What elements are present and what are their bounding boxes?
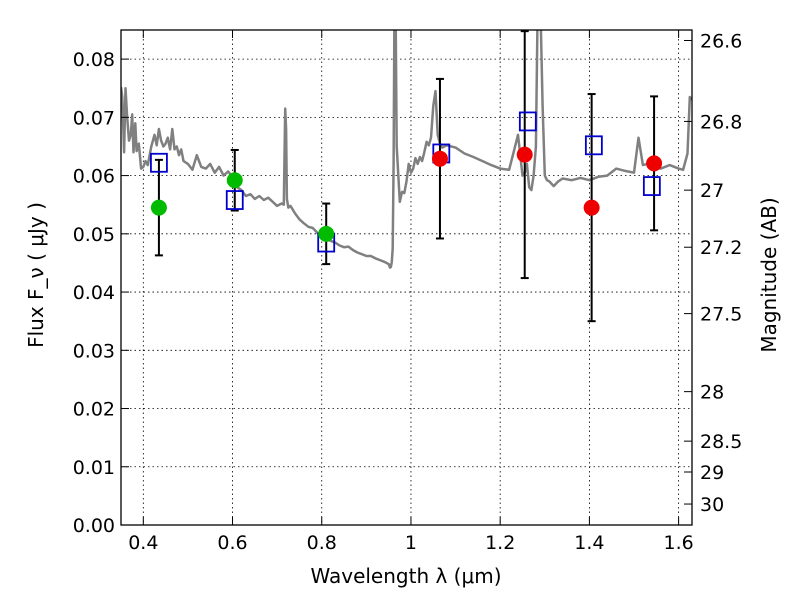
x-tick-label: 0.8: [307, 532, 337, 554]
model-square-marker: [584, 135, 603, 156]
observed-point-red: [516, 146, 533, 163]
right-tick-label: 27.2: [700, 237, 742, 259]
grid-lines: [121, 30, 692, 526]
x-tick-label: 1: [405, 532, 417, 554]
x-tick-label: 1.2: [485, 532, 515, 554]
y-tick-label: 0.03: [73, 340, 115, 362]
right-tick-label: 27.5: [700, 304, 742, 326]
right-tick-label: 27: [700, 180, 724, 202]
model-square-marker: [518, 111, 537, 132]
observed-photometry-points: [150, 146, 663, 242]
observed-point-red: [431, 150, 448, 167]
y-tick-label: 0.07: [73, 107, 115, 129]
y-tick-label: 0.02: [73, 399, 115, 421]
observed-point-green: [150, 199, 167, 216]
y-tick-label: 0.00: [73, 515, 115, 537]
y-tick-label: 0.08: [73, 49, 115, 71]
plot-area: [121, 30, 692, 269]
right-axis-ticks: 26.6 26.8 27 27.2 27.5 28 28.5 29 30: [684, 30, 742, 516]
x-tick-label: 1.6: [664, 532, 694, 554]
observed-point-red: [583, 199, 600, 216]
model-square-marker: [150, 152, 168, 173]
right-tick-label: 26.6: [700, 30, 742, 52]
x-axis-label: Wavelength λ (μm): [310, 564, 501, 588]
y-tick-label: 0.01: [73, 457, 115, 479]
right-tick-label: 26.8: [700, 111, 742, 133]
x-tick-label: 0.6: [217, 532, 247, 554]
model-spectrum-line: [121, 30, 692, 269]
observed-point-red: [646, 155, 663, 172]
model-square-marker: [225, 190, 244, 210]
x-tick-label: 0.4: [128, 532, 158, 554]
y-axis-ticks: 0.00 0.01 0.02 0.03 0.04 0.05 0.06 0.07 0.08: [73, 49, 129, 537]
x-tick-label: 1.4: [574, 532, 604, 554]
y-axis-label: Flux F_ν ( μJy ): [24, 202, 48, 348]
right-tick-label: 28: [700, 382, 724, 404]
y-tick-label: 0.04: [73, 282, 115, 304]
y-tick-label: 0.06: [73, 166, 115, 188]
observed-point-green: [318, 225, 335, 242]
right-tick-label: 29: [700, 462, 724, 484]
right-tick-label: 28.5: [700, 431, 742, 453]
observed-point-green: [226, 172, 243, 189]
right-tick-label: 30: [700, 494, 724, 516]
model-square-marker: [642, 176, 661, 196]
y-tick-label: 0.05: [73, 224, 115, 246]
x-axis-ticks: 0.4 0.6 0.8 1 1.2 1.4 1.6: [128, 30, 694, 554]
plot-frame: [120, 29, 693, 526]
right-axis-label: Magnitude (AB): [757, 197, 781, 352]
